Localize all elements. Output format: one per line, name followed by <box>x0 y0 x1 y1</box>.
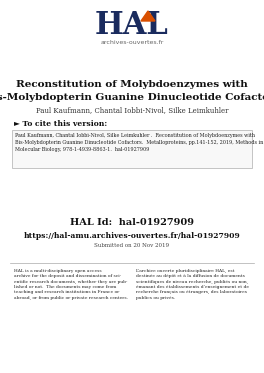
Text: ► To cite this version:: ► To cite this version: <box>14 120 107 128</box>
Text: https://hal-amu.archives-ouvertes.fr/hal-01927909: https://hal-amu.archives-ouvertes.fr/hal… <box>23 232 241 240</box>
Text: HAL: HAL <box>95 10 169 41</box>
Text: L’archive ouverte pluridisciplinaire HAL, est
destinée au dépôt et à la diffusio: L’archive ouverte pluridisciplinaire HAL… <box>136 269 249 300</box>
FancyBboxPatch shape <box>12 130 252 168</box>
Polygon shape <box>141 11 155 21</box>
Text: Reconstitution of Molybdoenzymes with: Reconstitution of Molybdoenzymes with <box>16 80 248 89</box>
Text: HAL Id:  hal-01927909: HAL Id: hal-01927909 <box>70 218 194 227</box>
Text: Bis-Molybdopterin Guanine Dinucleotide Cofactors: Bis-Molybdopterin Guanine Dinucleotide C… <box>0 93 264 102</box>
Text: Paul Kaufmann, Chantal Iobbi-Nivol, Silke Leimkuhler .  Reconstitution of Molybd: Paul Kaufmann, Chantal Iobbi-Nivol, Silk… <box>15 133 263 152</box>
Text: archives-ouvertes.fr: archives-ouvertes.fr <box>100 40 164 45</box>
Text: HAL is a multi-disciplinary open access
archive for the deposit and disseminatio: HAL is a multi-disciplinary open access … <box>14 269 128 300</box>
Text: Submitted on 20 Nov 2019: Submitted on 20 Nov 2019 <box>95 243 169 248</box>
Text: Paul Kaufmann, Chantal Iobbi-Nivol, Silke Leimkuhler: Paul Kaufmann, Chantal Iobbi-Nivol, Silk… <box>36 106 228 114</box>
